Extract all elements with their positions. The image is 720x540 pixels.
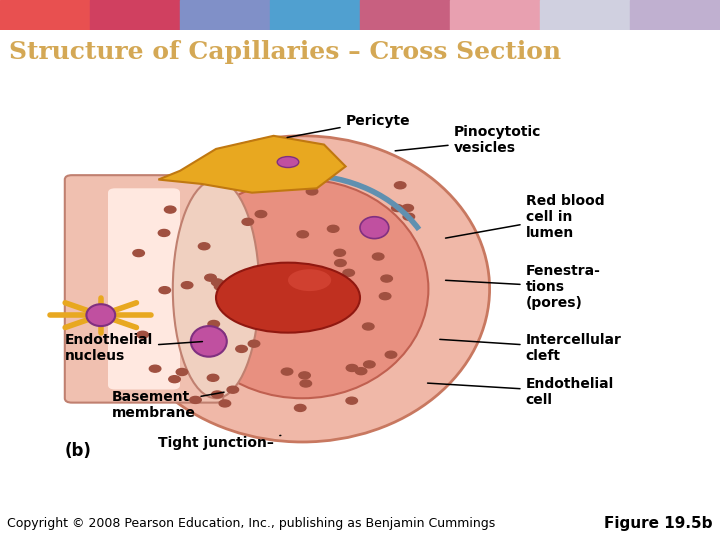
Circle shape (235, 346, 247, 353)
Circle shape (379, 293, 391, 300)
Circle shape (294, 404, 306, 411)
Text: Red blood
cell in
lumen: Red blood cell in lumen (446, 193, 604, 240)
Circle shape (392, 205, 403, 212)
Circle shape (133, 249, 145, 256)
Text: Endothelial
nucleus: Endothelial nucleus (65, 333, 202, 363)
Circle shape (328, 225, 339, 232)
Text: (b): (b) (65, 442, 91, 460)
Circle shape (306, 188, 318, 195)
Circle shape (213, 331, 225, 338)
Bar (630, 0, 720, 30)
Circle shape (300, 380, 312, 387)
Text: Pinocytotic
vesicles: Pinocytotic vesicles (395, 125, 541, 156)
Text: Copyright © 2008 Pearson Education, Inc., publishing as Benjamin Cummings: Copyright © 2008 Pearson Education, Inc.… (7, 517, 495, 530)
Text: Endothelial
cell: Endothelial cell (428, 376, 614, 407)
Text: Pericyte: Pericyte (287, 113, 410, 138)
FancyBboxPatch shape (108, 188, 180, 389)
Bar (270, 0, 360, 30)
Ellipse shape (277, 157, 299, 167)
Circle shape (208, 320, 220, 327)
Circle shape (299, 372, 310, 379)
Circle shape (297, 231, 308, 238)
Ellipse shape (86, 304, 115, 326)
Circle shape (159, 287, 171, 294)
Ellipse shape (115, 136, 490, 442)
Circle shape (274, 305, 286, 312)
FancyBboxPatch shape (65, 175, 223, 403)
Text: Basement
membrane: Basement membrane (112, 390, 224, 420)
Circle shape (214, 280, 225, 287)
Circle shape (168, 376, 180, 383)
Circle shape (164, 206, 176, 213)
Circle shape (181, 282, 193, 289)
Circle shape (403, 213, 415, 220)
Circle shape (232, 167, 243, 174)
Circle shape (346, 287, 357, 294)
Polygon shape (158, 136, 346, 193)
Circle shape (395, 182, 406, 189)
Circle shape (242, 218, 253, 225)
Circle shape (219, 400, 230, 407)
Text: Structure of Capillaries – Cross Section: Structure of Capillaries – Cross Section (9, 40, 561, 64)
Circle shape (282, 368, 293, 375)
Circle shape (248, 340, 260, 347)
Ellipse shape (216, 262, 360, 333)
Bar (540, 0, 630, 30)
Bar (90, 0, 180, 30)
Ellipse shape (288, 269, 331, 291)
Circle shape (207, 374, 219, 381)
Bar (360, 0, 450, 30)
Circle shape (381, 275, 392, 282)
Circle shape (204, 274, 216, 281)
Circle shape (137, 331, 148, 338)
Ellipse shape (176, 179, 428, 399)
Circle shape (362, 323, 374, 330)
Circle shape (372, 253, 384, 260)
Circle shape (190, 396, 202, 403)
Circle shape (212, 391, 223, 398)
Circle shape (402, 205, 413, 212)
Circle shape (227, 386, 238, 393)
Circle shape (364, 361, 375, 368)
Ellipse shape (191, 326, 227, 357)
Bar (0, 0, 90, 30)
Text: Intercellular
cleft: Intercellular cleft (440, 333, 621, 363)
Circle shape (255, 211, 266, 218)
Circle shape (355, 368, 366, 375)
Text: Tight junction–: Tight junction– (158, 435, 281, 450)
Circle shape (385, 351, 397, 358)
Text: Figure 19.5b: Figure 19.5b (604, 516, 713, 531)
Circle shape (215, 283, 226, 290)
Text: Fenestra-
tions
(pores): Fenestra- tions (pores) (446, 264, 600, 310)
Circle shape (212, 279, 223, 286)
Circle shape (158, 230, 170, 237)
Ellipse shape (360, 217, 389, 239)
Circle shape (346, 364, 358, 372)
Circle shape (335, 260, 346, 267)
Circle shape (346, 397, 358, 404)
Circle shape (149, 365, 161, 372)
Circle shape (321, 301, 333, 308)
Circle shape (334, 249, 346, 256)
Bar (180, 0, 270, 30)
Bar (450, 0, 540, 30)
Circle shape (343, 269, 354, 276)
Circle shape (296, 174, 307, 181)
Ellipse shape (173, 179, 259, 399)
Circle shape (199, 243, 210, 249)
Circle shape (176, 368, 188, 375)
